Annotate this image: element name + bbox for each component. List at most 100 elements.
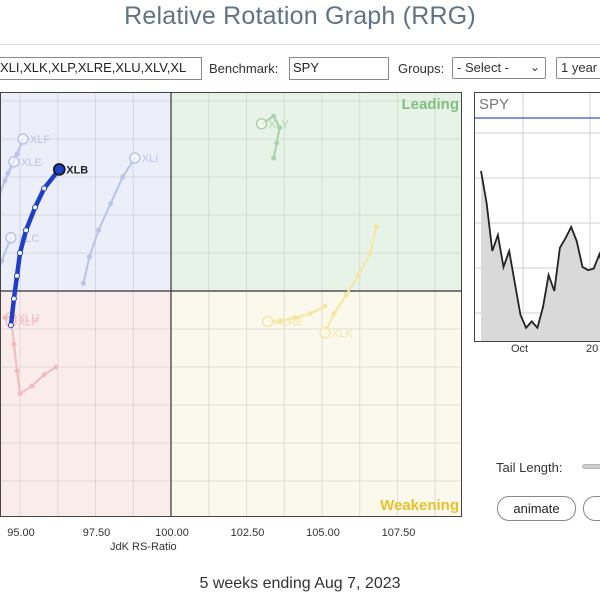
series-point-xlu: [14, 368, 20, 374]
series-tail-xlk: [324, 225, 378, 334]
series-head-xly[interactable]: [255, 118, 268, 130]
series-point-xlb: [23, 227, 30, 234]
x-axis-tick: 100.00: [155, 527, 189, 539]
series-point-xlk: [331, 311, 337, 317]
benchmark-x-tick-oct: Oct: [511, 343, 529, 355]
series-point-xle: [2, 178, 8, 184]
benchmark-area: [481, 171, 600, 341]
series-point-xlk: [373, 223, 379, 229]
benchmark-label: Benchmark:: [209, 61, 279, 76]
series-point-xlu: [29, 383, 35, 389]
series-label-xlu: XLU: [18, 313, 39, 325]
quadrant-leading: [171, 93, 461, 291]
series-label-xlb: XLB: [66, 164, 88, 176]
series-point-xlre: [292, 315, 298, 321]
series-head-xle[interactable]: [8, 156, 20, 168]
series-point-xlre: [307, 311, 313, 317]
toolbar: XLI,XLK,XLP,XLRE,XLU,XLV,XL Benchmark: S…: [0, 57, 600, 81]
series-point-xlb: [17, 250, 23, 256]
title-divider: [0, 44, 600, 45]
series-point-xlf: [14, 151, 20, 157]
x-axis-tick: 107.50: [381, 527, 416, 539]
series-label-xlre: XLRE: [275, 316, 304, 328]
period-select-value: 1 year: [561, 60, 598, 75]
benchmark-input[interactable]: SPY: [289, 57, 389, 80]
series-tail-xli: [82, 157, 136, 285]
groups-select[interactable]: - Select - ⌄: [452, 57, 546, 79]
series-label-xlf: XLF: [30, 134, 50, 146]
tail-length-label: Tail Length:: [496, 460, 563, 475]
series-point-xlb: [32, 204, 39, 211]
series-point-xlk: [343, 292, 349, 298]
series-point-xli: [108, 201, 114, 207]
rrg-chart[interactable]: Leading Weakening XLF XLI XLE XLC XLU XLP XLY X…: [0, 92, 462, 517]
series-head-xlre[interactable]: [261, 315, 274, 328]
series-point-xly: [271, 155, 277, 161]
tail-length-slider[interactable]: [582, 464, 600, 469]
series-point-xli: [80, 280, 86, 286]
series-head-xli[interactable]: [129, 152, 141, 164]
quadrant-improving: [1, 93, 171, 291]
benchmark-x-tick-20: 20: [586, 343, 599, 355]
series-xle[interactable]: XLE: [1, 156, 42, 206]
series-head-xlc[interactable]: [5, 232, 17, 244]
series-label-xle: XLE: [21, 157, 42, 169]
x-axis-tick: 105.00: [306, 527, 340, 539]
rrg-plot-area[interactable]: Leading Weakening XLFXLIXLEXLCXLUXLPXLYX…: [1, 93, 462, 517]
quadrant-weakening: [171, 291, 461, 516]
animate-button[interactable]: animate: [497, 496, 576, 521]
chevron-down-icon: ⌄: [529, 60, 540, 74]
groups-label: Groups:: [398, 61, 445, 76]
series-xli[interactable]: XLI: [80, 152, 159, 286]
series-head-xlb[interactable]: [52, 163, 66, 176]
series-head-xlk[interactable]: [319, 327, 331, 339]
x-axis-tick: 102.50: [230, 527, 265, 539]
quadrant-lagging: [1, 291, 171, 516]
x-axis-tick: 97.50: [82, 527, 111, 539]
series-head-xlf[interactable]: [17, 133, 29, 145]
benchmark-chart: SPY Oct: [474, 92, 600, 342]
period-select[interactable]: 1 year: [556, 57, 600, 79]
series-label-xlk: XLK: [332, 328, 353, 340]
series-tail-xlb: [8, 167, 62, 328]
groups-select-value: - Select -: [457, 60, 510, 75]
x-axis-label: JdK RS-Ratio: [110, 541, 177, 553]
series-point-xlu: [53, 364, 59, 370]
series-point-xlb: [10, 295, 17, 302]
x-axis-tick: 95.00: [7, 527, 35, 539]
series-xlk[interactable]: XLK: [319, 223, 379, 340]
benchmark-label: SPY: [479, 96, 509, 113]
quadrant-label-weakening: Weakening: [380, 497, 459, 514]
series-label-xlp: XLP: [18, 316, 39, 328]
benchmark-line: [480, 170, 600, 330]
series-point-xlb: [13, 272, 20, 279]
series-point-xlu: [11, 341, 17, 347]
series-label-xly: XLY: [269, 119, 290, 131]
series-point-xlk: [355, 273, 361, 279]
page-title: Relative Rotation Graph (RRG): [124, 2, 476, 30]
series-point-xlu: [41, 372, 47, 378]
rrg-grid: [1, 93, 461, 516]
quadrant-label-leading: Leading: [401, 96, 459, 113]
benchmark-plot: SPY Oct: [475, 93, 600, 341]
series-point-xlu: [17, 391, 23, 397]
symbols-input[interactable]: XLI,XLK,XLP,XLRE,XLU,XLV,XL: [0, 57, 202, 80]
series-point-xlre: [277, 318, 283, 324]
series-point-xli: [86, 254, 92, 260]
series-point-xly: [277, 125, 283, 131]
series-point-xly: [271, 113, 277, 119]
series-point-xlre: [322, 303, 328, 309]
series-point-xli: [96, 227, 102, 233]
period-caption: 5 weeks ending Aug 7, 2023: [199, 575, 401, 592]
series-point-xlk: [367, 250, 373, 256]
series-xlre[interactable]: XLRE: [261, 303, 328, 328]
series-point-xly: [274, 140, 280, 146]
series-point-xlb: [41, 185, 48, 192]
series-xly[interactable]: XLY: [255, 113, 290, 161]
series-point-xli: [120, 174, 126, 180]
series-xlb[interactable]: XLB: [7, 163, 88, 329]
secondary-button[interactable]: [583, 496, 600, 521]
series-point-xlc: [1, 258, 5, 264]
series-label-xli: XLI: [142, 153, 159, 165]
